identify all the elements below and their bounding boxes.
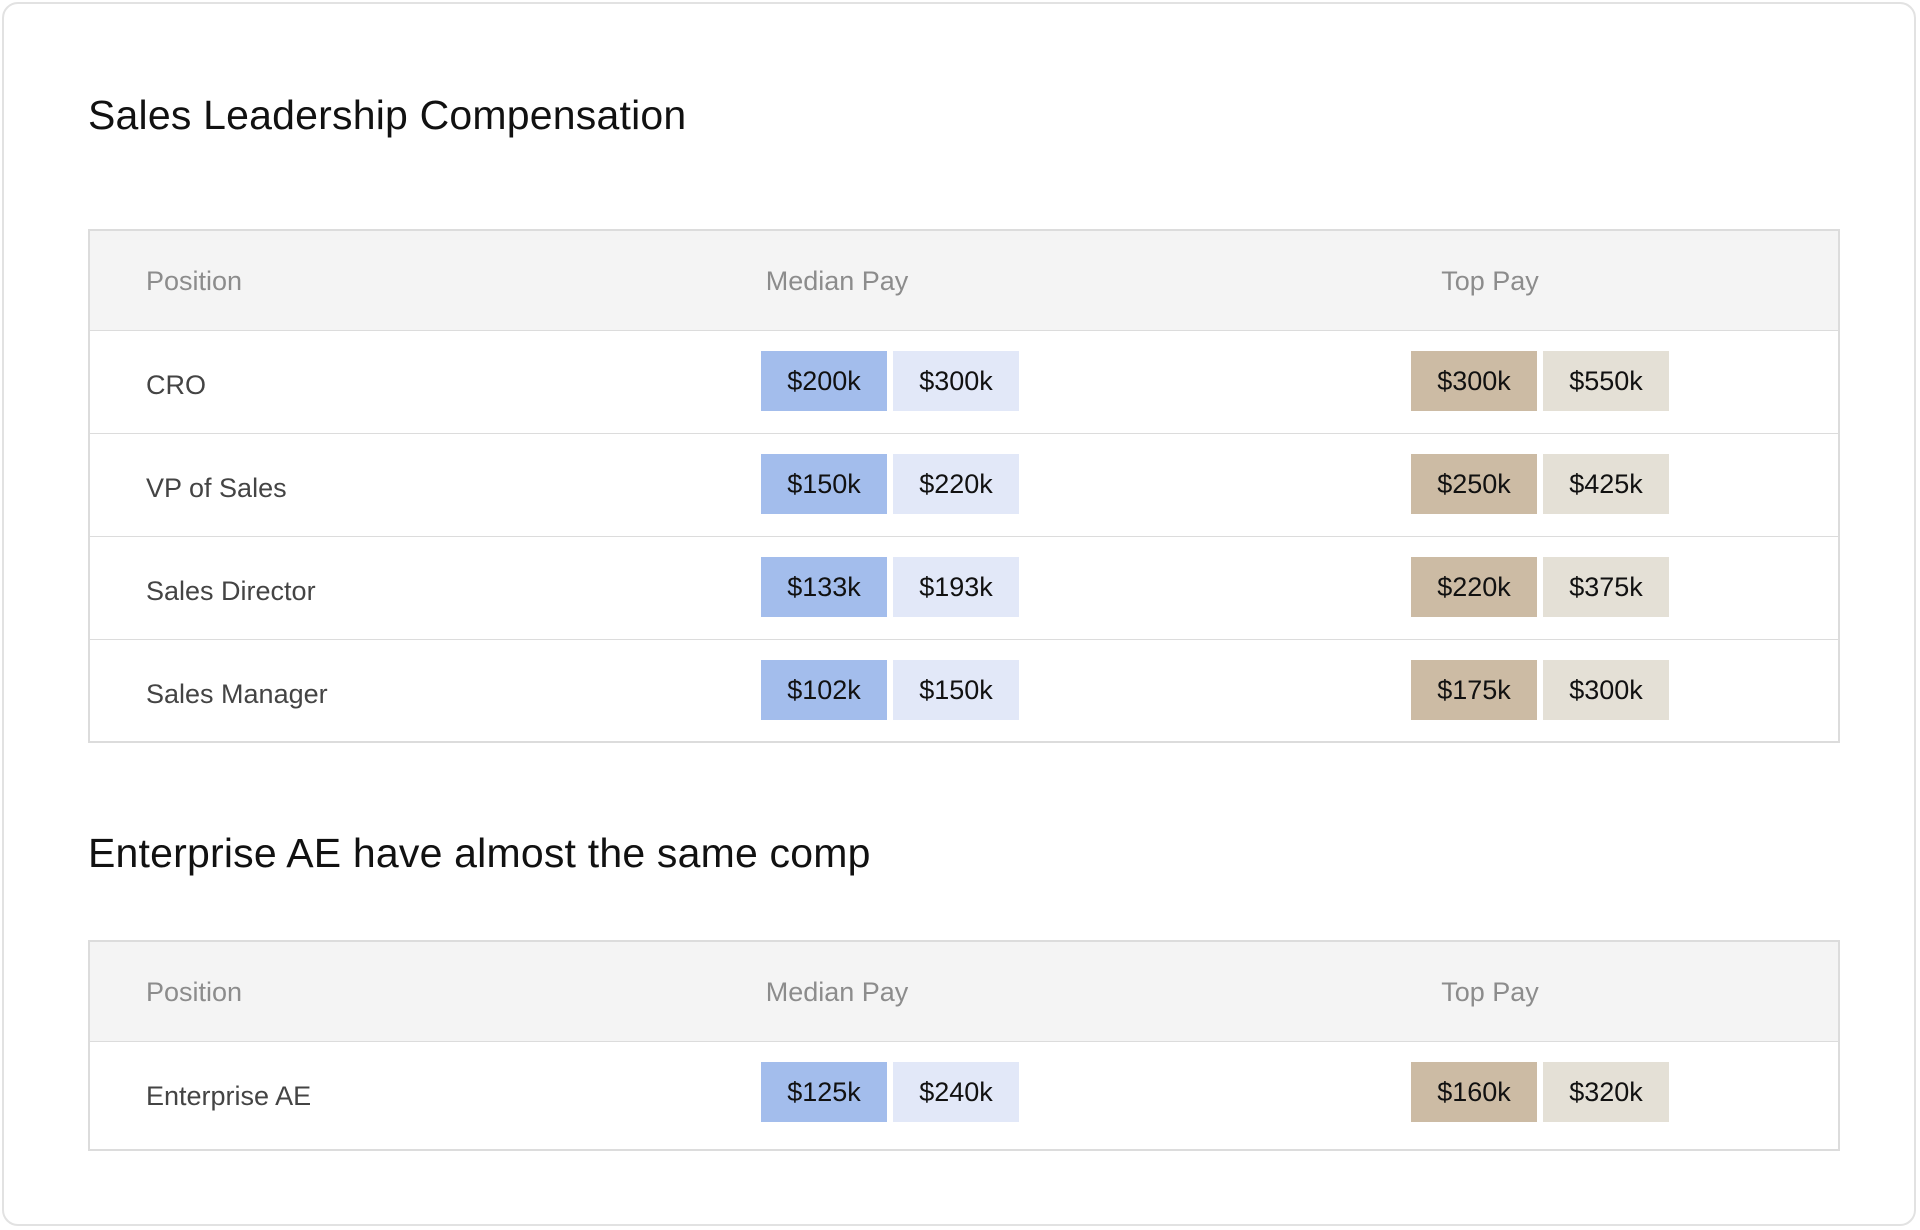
- median-pay-range: $125k $240k: [761, 1062, 1019, 1122]
- top-pay-high: $375k: [1543, 557, 1669, 617]
- top-pay-high: $550k: [1543, 351, 1669, 411]
- top-pay-low: $175k: [1411, 660, 1537, 720]
- column-header-top-pay: Top Pay: [1441, 266, 1539, 296]
- top-pay-range: $250k $425k: [1411, 454, 1669, 514]
- column-header-position: Position: [146, 266, 243, 296]
- median-pay-range: $150k $220k: [761, 454, 1019, 514]
- column-header-position: Position: [146, 977, 243, 1007]
- position-label: Sales Director: [146, 575, 316, 606]
- median-pay-high: $220k: [893, 454, 1019, 514]
- top-pay-range: $175k $300k: [1411, 660, 1669, 720]
- median-pay-low: $125k: [761, 1062, 887, 1122]
- column-header-median-pay: Median Pay: [765, 977, 909, 1007]
- position-label: CRO: [146, 369, 206, 400]
- median-pay-high: $300k: [893, 351, 1019, 411]
- table-row: CRO $200k $300k $300k $550k: [90, 331, 1838, 434]
- median-pay-low: $133k: [761, 557, 887, 617]
- median-pay-high: $150k: [893, 660, 1019, 720]
- position-label: Enterprise AE: [146, 1080, 312, 1111]
- median-pay-high: $193k: [893, 557, 1019, 617]
- top-pay-range: $160k $320k: [1411, 1062, 1669, 1122]
- enterprise-ae-table: Position Median Pay Top Pay Enterprise A…: [88, 940, 1840, 1151]
- median-pay-low: $200k: [761, 351, 887, 411]
- top-pay-low: $300k: [1411, 351, 1537, 411]
- median-pay-range: $133k $193k: [761, 557, 1019, 617]
- top-pay-low: $250k: [1411, 454, 1537, 514]
- table-header: Position Median Pay Top Pay: [90, 231, 1838, 331]
- median-pay-range: $200k $300k: [761, 351, 1019, 411]
- table-row: VP of Sales $150k $220k $250k $425k: [90, 434, 1838, 537]
- table-row: Sales Manager $102k $150k $175k $300k: [90, 640, 1838, 743]
- top-pay-low: $220k: [1411, 557, 1537, 617]
- median-pay-range: $102k $150k: [761, 660, 1019, 720]
- top-pay-high: $300k: [1543, 660, 1669, 720]
- top-pay-range: $220k $375k: [1411, 557, 1669, 617]
- median-pay-low: $150k: [761, 454, 887, 514]
- sales-leadership-table: Position Median Pay Top Pay CRO $200k $3…: [88, 229, 1840, 743]
- top-pay-range: $300k $550k: [1411, 351, 1669, 411]
- median-pay-low: $102k: [761, 660, 887, 720]
- top-pay-high: $425k: [1543, 454, 1669, 514]
- position-label: VP of Sales: [146, 472, 287, 503]
- column-header-median-pay: Median Pay: [765, 266, 909, 296]
- table-row: Enterprise AE $125k $240k $160k $320k: [90, 1042, 1838, 1144]
- table-header: Position Median Pay Top Pay: [90, 942, 1838, 1042]
- top-pay-low: $160k: [1411, 1062, 1537, 1122]
- section-title-sales-leadership: Sales Leadership Compensation: [88, 92, 687, 138]
- median-pay-high: $240k: [893, 1062, 1019, 1122]
- column-header-top-pay: Top Pay: [1441, 977, 1539, 1007]
- section-title-enterprise-ae: Enterprise AE have almost the same comp: [88, 830, 871, 876]
- position-label: Sales Manager: [146, 679, 328, 709]
- table-row: Sales Director $133k $193k $220k $375k: [90, 537, 1838, 640]
- top-pay-high: $320k: [1543, 1062, 1669, 1122]
